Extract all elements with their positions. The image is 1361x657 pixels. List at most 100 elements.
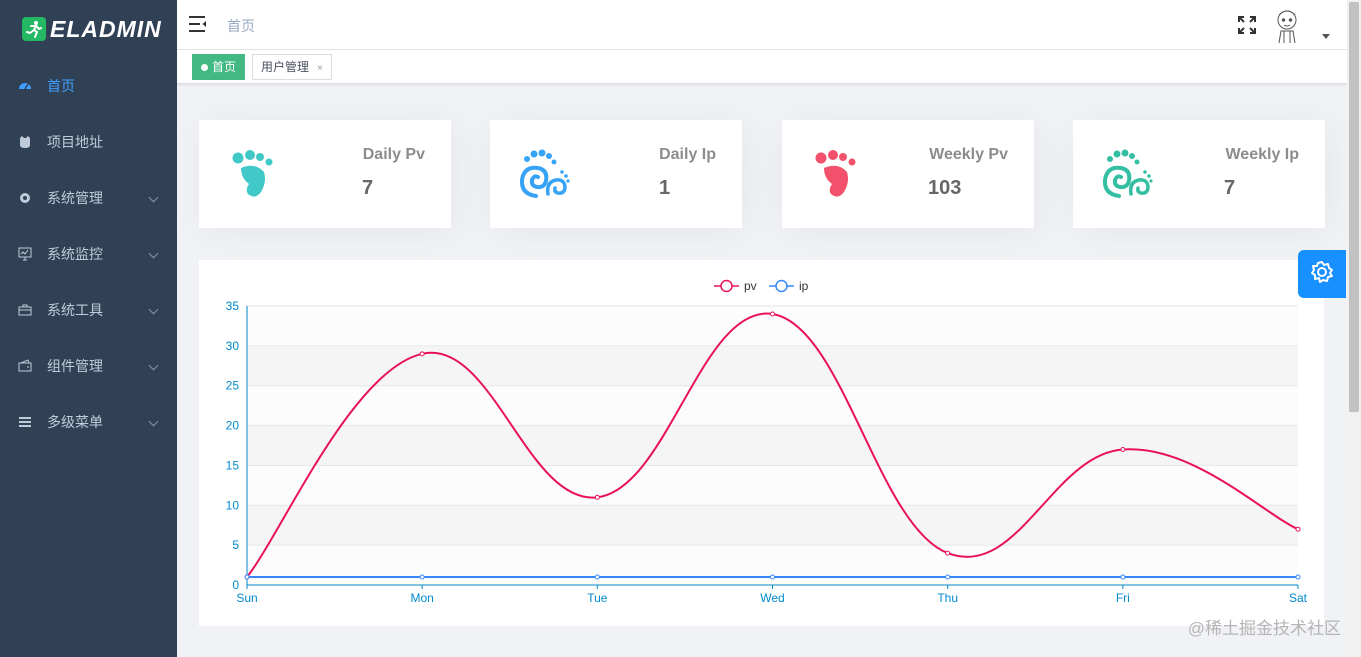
user-dropdown-caret-icon[interactable]	[1322, 34, 1330, 39]
y-tick-label: 10	[226, 498, 240, 512]
x-tick-label: Fri	[1116, 591, 1130, 605]
x-tick-label: Mon	[410, 591, 433, 605]
tag-label: 首页	[212, 60, 237, 74]
y-tick-label: 30	[226, 339, 240, 353]
data-point-ip	[1120, 574, 1126, 580]
sidebar-item-label: 组件管理	[47, 358, 103, 374]
tags-view: 首页 用户管理 ×	[177, 50, 1347, 84]
x-tick-label: Tue	[587, 591, 608, 605]
card-daily-ip[interactable]: Daily Ip 1	[490, 120, 742, 228]
wallet-icon	[18, 359, 32, 373]
data-point-ip	[1295, 574, 1301, 580]
grid-band	[247, 385, 1298, 426]
chevron-down-icon	[148, 304, 159, 315]
x-tick-label: Wed	[760, 591, 784, 605]
scrollbar-thumb[interactable]	[1349, 2, 1359, 412]
line-chart-panel: 0 5 10 15 20 25 30 35 Sun Mon Tue Wed Thu Fri Sat pv ip	[199, 260, 1324, 626]
y-tick-label: 5	[232, 538, 239, 552]
list-icon	[18, 415, 32, 429]
data-point-ip	[419, 574, 425, 580]
x-tick-label: Thu	[937, 591, 958, 605]
vertical-scrollbar[interactable]	[1347, 0, 1361, 657]
sidebar-item-label: 多级菜单	[47, 414, 103, 430]
chevron-down-icon	[148, 192, 159, 203]
settings-button[interactable]	[1298, 250, 1346, 298]
card-daily-pv[interactable]: Daily Pv 7	[199, 120, 451, 228]
running-man-icon	[22, 17, 46, 41]
chevron-down-icon	[148, 416, 159, 427]
x-tick-label: Sun	[236, 591, 257, 605]
grid-band	[247, 505, 1298, 546]
legend-marker	[720, 279, 733, 293]
toolbox-icon	[18, 303, 32, 317]
watermark: @稀土掘金技术社区	[1187, 619, 1341, 638]
chevron-down-icon	[148, 360, 159, 371]
data-point-ip	[244, 574, 250, 580]
fullscreen-icon[interactable]	[1237, 15, 1257, 35]
card-value: 7	[1224, 177, 1236, 199]
y-tick-label: 15	[226, 458, 240, 472]
card-weekly-ip[interactable]: Weekly Ip 7	[1073, 120, 1325, 228]
navbar: 首页	[177, 0, 1347, 50]
sidebar-item-1[interactable]: 项目地址	[0, 114, 177, 170]
sidebar-item-label: 项目地址	[47, 134, 103, 150]
data-point-pv	[945, 550, 951, 556]
chevron-down-icon	[148, 248, 159, 259]
line-chart: 0 5 10 15 20 25 30 35 Sun Mon Tue Wed Thu Fri Sat pv ip	[226, 279, 1308, 605]
legend-label: ip	[799, 279, 809, 293]
x-tick-label: Sat	[1289, 591, 1308, 605]
y-tick-label: 0	[232, 578, 239, 592]
sidebar-item-0[interactable]: 首页	[0, 58, 177, 114]
sidebar-item-label: 首页	[47, 78, 75, 94]
monitor-icon	[18, 247, 32, 261]
gear-icon	[18, 191, 32, 205]
y-tick-label: 35	[226, 299, 240, 313]
data-point-pv	[1120, 446, 1126, 452]
github-icon	[18, 135, 32, 149]
sidebar: ELADMIN 首页项目地址系统管理系统监控系统工具组件管理多级菜单	[0, 0, 177, 657]
sidebar-item-4[interactable]: 系统工具	[0, 282, 177, 338]
footprint-swirl-icon	[1101, 146, 1155, 200]
card-value: 7	[362, 177, 374, 199]
card-weekly-pv[interactable]: Weekly Pv 103	[782, 120, 1034, 228]
legend-marker	[775, 279, 788, 293]
breadcrumb[interactable]: 首页	[227, 18, 255, 34]
sidebar-item-3[interactable]: 系统监控	[0, 226, 177, 282]
grid-band	[247, 465, 1298, 506]
close-icon[interactable]: ×	[317, 63, 323, 74]
sidebar-item-label: 系统监控	[47, 246, 103, 262]
data-point-ip	[594, 574, 600, 580]
logo-text: ELADMIN	[50, 15, 162, 42]
data-point-pv	[419, 351, 425, 357]
y-tick-label: 20	[226, 419, 240, 433]
tag-home[interactable]: 首页	[192, 54, 246, 80]
sidebar-item-2[interactable]: 系统管理	[0, 170, 177, 226]
card-label: Daily Ip	[659, 146, 716, 163]
card-label: Weekly Ip	[1225, 146, 1299, 163]
avatar[interactable]	[1267, 5, 1307, 45]
sidebar-item-6[interactable]: 多级菜单	[0, 394, 177, 450]
card-value: 103	[928, 177, 962, 199]
card-value: 1	[659, 177, 671, 199]
logo[interactable]: ELADMIN	[0, 0, 177, 58]
grid-band	[247, 425, 1298, 466]
card-label: Weekly Pv	[929, 146, 1008, 163]
sidebar-menu: 首页项目地址系统管理系统监控系统工具组件管理多级菜单	[0, 58, 177, 450]
gear-icon	[1310, 260, 1334, 289]
tag-label: 用户管理	[261, 60, 310, 74]
tag-user-management[interactable]: 用户管理 ×	[252, 54, 332, 80]
sidebar-item-5[interactable]: 组件管理	[0, 338, 177, 394]
data-point-pv	[770, 311, 775, 317]
y-tick-label: 25	[226, 379, 240, 393]
sidebar-item-label: 系统管理	[47, 190, 103, 206]
data-point-ip	[945, 574, 951, 580]
footprint-icon	[810, 146, 864, 200]
data-point-pv	[594, 494, 600, 500]
hamburger-icon[interactable]	[189, 16, 207, 32]
legend-label: pv	[744, 279, 757, 293]
dashboard-icon	[18, 79, 32, 93]
grid-band	[247, 345, 1298, 386]
card-label: Daily Pv	[362, 146, 425, 163]
active-dot-icon	[201, 64, 208, 71]
data-point-pv	[1295, 526, 1301, 532]
